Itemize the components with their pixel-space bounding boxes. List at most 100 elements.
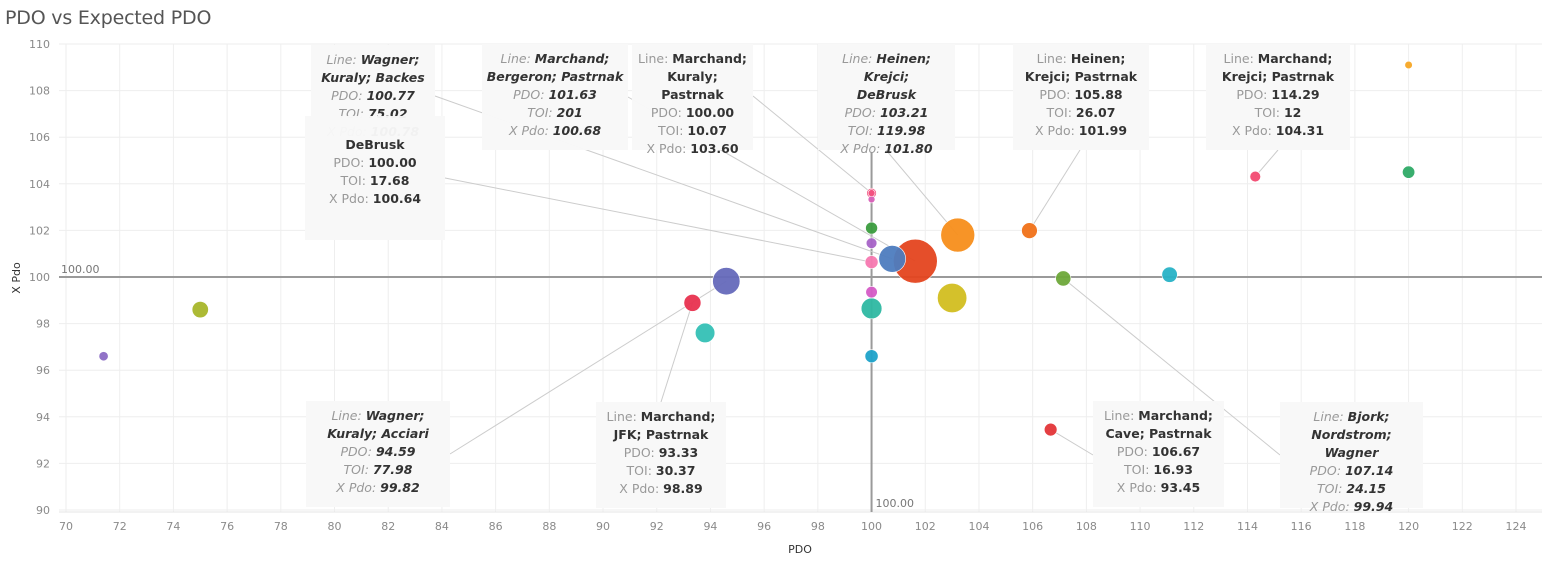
x-tick-label: 112 [1183,520,1204,533]
annotation-leader-line [660,302,693,403]
annotation-value: 30.37 [655,463,696,478]
annotation-key: PDO: [623,445,659,460]
annotation-value: 16.93 [1153,462,1193,477]
y-tick-label: 98 [36,318,50,331]
annotation-value: 101.80 [884,141,933,156]
annotation-line-cont: Krejci; Pastrnak [1017,68,1145,86]
annotation-line-cont: Kuraly; Backes [315,69,431,87]
annotation-leader-line [449,280,727,455]
annotation-key: X Pdo: [508,123,553,138]
bubble [865,221,878,235]
y-tick-label: 104 [29,178,50,191]
annotation-key: TOI: [1124,462,1154,477]
x-tick-label: 70 [59,520,73,533]
annotation-value: Krejci; Pastrnak [1221,69,1335,84]
bubble [1161,266,1178,283]
y-tick-label: 110 [29,38,50,51]
annotation-key: PDO: [340,444,376,459]
bubble [1404,60,1413,70]
annotation-value: 24.15 [1346,481,1386,496]
annotation-xpdo: X Pdo: 99.82 [310,479,446,497]
bubble [867,195,876,204]
annotation-value: 114.29 [1271,87,1320,102]
annotation-key: Line: [1104,408,1139,423]
annotation-key: TOI: [343,462,373,477]
annotation-toi: TOI: 26.07 [1017,104,1145,122]
annotation-line: Line: Wagner; [315,51,431,69]
annotation-leader-line [1029,149,1081,231]
annotation-line-cont: Bergeron; Pastrnak [486,68,624,86]
x-tick-label: 80 [328,520,342,533]
annotation-key: Line: [326,52,361,67]
annotation-value: Krejci; Pastrnak [1024,69,1138,84]
x-tick-label: 104 [968,520,989,533]
annotation-line-cont: DeBrusk [309,136,441,154]
annotation-key: Line: [331,408,366,423]
x-tick-label: 86 [489,520,503,533]
annotation-value: Marchand; [640,409,716,424]
annotation-key: X Pdo: [646,141,691,156]
x-axis-title: PDO [788,543,812,556]
bubble [683,294,702,312]
annotation-value: 103.21 [880,105,929,120]
x-tick-label: 76 [220,520,234,533]
annotation-xpdo: X Pdo: 104.31 [1210,122,1346,140]
annotation-value: DeBrusk [345,137,405,152]
x-tick-label: 102 [915,520,936,533]
annotation-line: Line: Marchand; [600,408,722,426]
axis-ticks: 70 72 74 76 78 80 82 84 86 88 90 92 94 96 98 100 102 104 1… [29,38,1527,533]
bubble [867,189,876,197]
annotation-xpdo: X Pdo: 100.68 [486,122,624,140]
annotation-line: Line: Heinen; Krejci; [822,50,951,86]
x-tick-label: 120 [1398,520,1419,533]
x-tick-label: 100 [861,520,882,533]
annotation-key: Line: [500,51,535,66]
annotation-key: PDO: [1236,87,1272,102]
annotation-toi: TOI: 77.98 [310,461,446,479]
annotation-marchand-kuraly-pastrnak: Line: Marchand; Kuraly; Pastrnak PDO: 100.… [632,44,753,156]
x-tick-label: 122 [1452,520,1473,533]
annotation-leader-line [1050,429,1094,456]
annotation-line-cont: Krejci; Pastrnak [1210,68,1346,86]
annotation-value: Wagner; [365,408,425,423]
annotation-xpdo: X Pdo: 98.89 [600,480,722,498]
annotation-xpdo: X Pdo: 93.45 [1097,479,1220,497]
x-tick-label: 72 [113,520,127,533]
bubble [1402,165,1416,179]
annotation-value: 103.60 [690,141,739,156]
annotation-key: X Pdo: [619,481,664,496]
annotation-heinen-krejci-debrusk: Line: Heinen; Krejci; DeBrusk PDO: 103.21 T… [818,44,955,156]
annotation-line: Line: Marchand; [486,50,624,68]
bubble [860,297,883,320]
annotation-key: TOI: [847,123,878,138]
annotation-value: 26.07 [1075,105,1116,120]
x-tick-label: 82 [381,520,395,533]
annotation-value: 99.94 [1353,499,1394,514]
bubbles [98,60,1416,437]
annotation-leader-line [1254,149,1279,177]
annotation-line: Line: Heinen; [1017,50,1145,68]
annotation-pdo: PDO: 103.21 [822,104,951,122]
annotation-value: Bergeron; Pastrnak [486,69,624,84]
bubble [1021,222,1038,239]
annotation-line-cont: Kuraly; Pastrnak [636,68,749,104]
x-tick-label: 116 [1291,520,1312,533]
annotation-key: TOI: [340,173,370,188]
annotation-pdo: PDO: 93.33 [600,444,722,462]
annotation-xpdo: X Pdo: 99.94 [1284,498,1419,516]
annotation-line: Line: Wagner; [310,407,446,425]
annotation-value: 105.88 [1074,87,1123,102]
annotation-value: 101.63 [548,87,597,102]
y-tick-label: 90 [36,504,50,517]
x-tick-label: 114 [1237,520,1258,533]
annotation-line-cont: DeBrusk [822,86,951,104]
annotation-leader-line [444,177,872,263]
reference-lines: 100.00 100.00 [59,152,1542,512]
annotation-toi: TOI: 12 [1210,104,1346,122]
annotation-leader-line [752,95,872,194]
bubble [694,322,716,344]
y-tick-label: 100 [29,271,50,284]
x-tick-label: 124 [1506,520,1527,533]
x-tick-label: 118 [1344,520,1365,533]
annotation-key: X Pdo: [1034,123,1079,138]
